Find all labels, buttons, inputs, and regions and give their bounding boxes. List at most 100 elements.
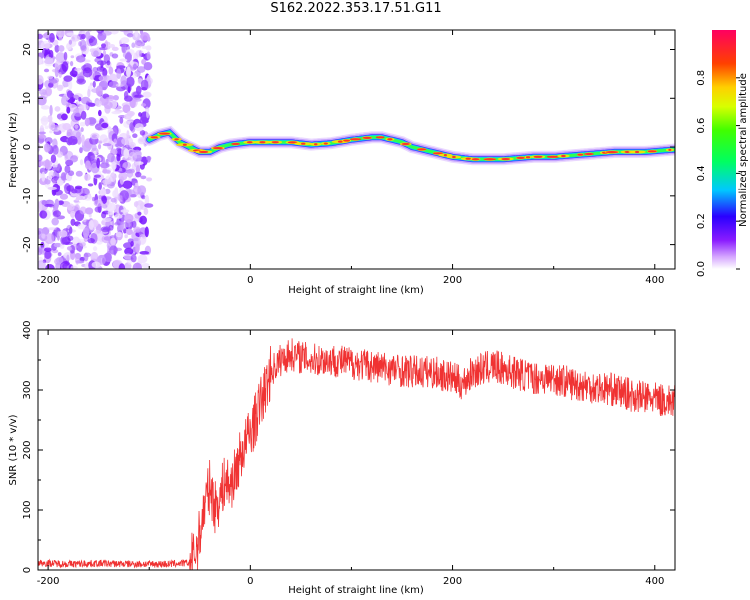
noise-speckle [56,84,64,92]
ridge-peak [349,138,362,141]
noise-speckle [38,133,45,139]
ridge-peak [401,142,410,146]
noise-speckle [104,40,109,51]
noise-speckle [95,85,103,97]
noise-speckle [123,113,132,120]
ridge-peak [314,143,318,146]
noise-speckle [102,179,112,185]
noise-speckle [44,247,52,253]
noise-speckle [76,78,86,85]
noise-speckle [144,203,154,208]
noise-speckle [98,182,102,190]
ridge-peak [231,142,241,146]
noise-speckle [97,255,106,265]
ridge-peak [158,132,171,135]
x-tick-label: 200 [443,275,462,286]
noise-speckle [49,32,55,43]
noise-speckle [121,222,127,230]
noise-speckle [134,182,139,187]
ridge-peak [212,146,224,150]
noise-speckle [66,90,73,98]
noise-speckle [146,51,151,60]
noise-speckle [128,177,133,182]
noise-speckle [66,131,72,137]
noise-speckle [139,215,147,225]
noise-speckle [112,190,117,198]
noise-speckle [83,252,89,262]
noise-speckle [43,68,50,73]
noise-speckle [124,234,128,239]
noise-speckle [139,129,146,136]
noise-speckle [132,133,138,139]
noise-speckle [55,262,62,269]
noise-speckle [72,128,82,139]
noise-speckle [123,253,133,260]
noise-speckle [101,195,107,205]
ridge-peak [432,152,444,155]
spectrogram-y-label: Frequency (Hz) [8,112,19,188]
noise-speckle [73,93,83,100]
noise-speckle [124,95,133,102]
noise-speckle [45,263,55,269]
noise-speckle [92,196,96,202]
noise-speckle [44,137,53,145]
noise-speckle [79,39,87,51]
noise-speckle [109,245,118,255]
colorbar-tick-label: 0.0 [696,261,707,277]
noise-speckle [69,226,73,234]
noise-speckle [111,111,122,115]
noise-speckle [136,66,146,73]
noise-speckle [63,51,68,61]
ridge-peak [301,142,306,145]
colorbar-tick-label: 0.4 [696,165,707,181]
noise-speckle [47,75,54,80]
noise-speckle [130,254,137,263]
noise-speckle [59,243,65,249]
noise-speckle [47,227,57,231]
noise-speckle [40,241,45,249]
noise-speckle [87,152,95,162]
noise-speckle [59,193,69,200]
noise-speckle [75,170,83,177]
noise-speckle [108,81,119,88]
noise-speckle [87,183,94,187]
noise-speckle [116,68,122,80]
noise-speckle [66,246,72,251]
ridge-peak [287,141,298,144]
noise-speckle [70,265,78,269]
ridge-peak [271,141,279,144]
noise-speckle [143,62,153,71]
snr-y-label: SNR (10 * v/v) [8,414,19,485]
noise-speckle [140,79,149,91]
colorbar-gradient [712,30,736,269]
y-tick-label: -20 [22,236,33,252]
noise-speckle [52,127,60,132]
noise-speckle [84,207,94,215]
colorbar-tick-label: 0.6 [696,118,707,134]
ridge-peak [323,142,328,145]
noise-speckle [126,76,135,87]
noise-speckle [47,82,54,88]
noise-speckle [138,112,142,117]
ridge-peak [668,148,672,152]
noise-speckle [139,250,150,255]
noise-speckle [44,233,55,245]
noise-speckle [77,238,85,244]
noise-speckle [50,154,57,164]
noise-speckle [126,66,131,78]
noise-speckle [69,70,78,77]
noise-speckle [46,144,51,149]
noise-speckle [77,223,86,230]
noise-speckle [63,75,73,82]
noise-speckle [96,60,107,66]
snr-series-line [38,338,675,570]
noise-speckle [101,211,107,219]
noise-speckle [122,180,133,189]
x-tick-label: 400 [645,576,664,587]
noise-speckle [74,185,83,190]
noise-speckle [137,185,147,196]
ridge-peak [375,136,385,139]
noise-speckle [126,170,134,178]
noise-speckle [81,110,87,120]
